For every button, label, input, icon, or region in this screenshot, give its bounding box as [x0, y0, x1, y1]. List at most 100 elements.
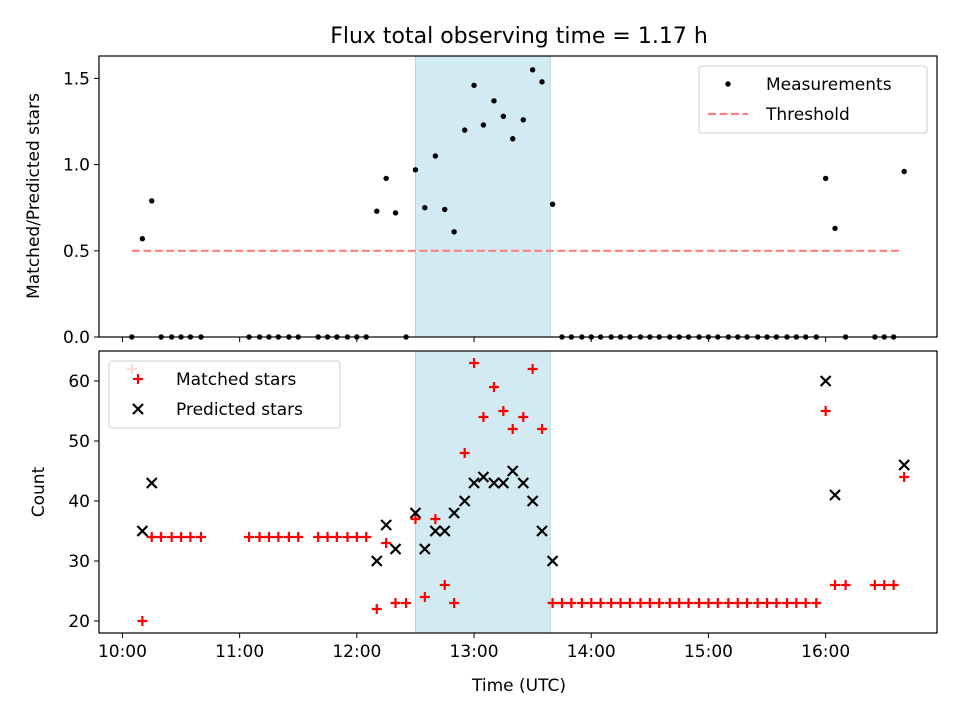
measurement-point [520, 117, 526, 123]
matched-star-marker [752, 598, 763, 608]
top-panel: 0.0 0.5 1.0 1.5 Measurements Threshold [63, 55, 938, 348]
matched-star-marker [781, 598, 792, 608]
matched-star-marker [185, 532, 196, 542]
predicted-star-marker [370, 555, 383, 567]
matched-star-marker [791, 598, 802, 608]
matched-star-marker [800, 598, 811, 608]
matched-star-marker [273, 532, 284, 542]
matched-star-marker [254, 532, 265, 542]
measurement-point [149, 198, 155, 204]
matched-star-marker [390, 598, 401, 608]
matched-star-marker [635, 598, 646, 608]
matched-star-marker [488, 382, 499, 392]
predicted-star-marker [829, 489, 841, 501]
matched-star-marker [518, 412, 529, 422]
predicted-star-marker [429, 525, 442, 537]
predicted-star-marker [477, 471, 490, 483]
y-tick-label: 1.5 [63, 69, 90, 89]
measurement-point [461, 127, 468, 133]
matched-star-marker [322, 532, 333, 542]
matched-star-marker [527, 364, 538, 374]
axes-frame [98, 350, 938, 634]
predicted-star-marker [409, 507, 422, 519]
matched-star-marker [566, 598, 577, 608]
predicted-star-marker [389, 543, 402, 555]
predicted-star-marker [536, 525, 548, 537]
matched-star-marker [742, 598, 753, 608]
measurement-point [471, 82, 477, 89]
x-tick-label: 16:00 [801, 642, 850, 662]
legend-matched-marker [133, 374, 143, 384]
matched-star-marker [351, 532, 362, 542]
measurement-point [451, 229, 457, 235]
matched-star-marker [537, 424, 548, 434]
measurement-point [422, 205, 428, 211]
highlight-span [414, 350, 551, 634]
matched-star-marker [674, 598, 685, 608]
measurement-point [491, 98, 497, 104]
matched-star-marker [879, 580, 890, 590]
matched-star-marker [293, 532, 304, 542]
predicted-star-marker [819, 375, 832, 387]
matched-star-marker [283, 532, 294, 542]
matched-star-marker [723, 598, 734, 608]
legend-label: Measurements [766, 75, 892, 95]
axes-frame [98, 55, 938, 338]
matched-star-marker [683, 598, 694, 608]
matched-star-marker [419, 592, 430, 602]
predicted-star-marker [546, 555, 559, 567]
legend-label: Predicted stars [176, 400, 303, 420]
matched-star-marker [410, 514, 421, 524]
measurement-point [539, 79, 545, 85]
measurement-point [139, 236, 146, 242]
matched-star-marker [694, 598, 705, 608]
matched-star-marker [869, 580, 880, 590]
measurement-point [412, 167, 419, 173]
predicted-star-marker [458, 495, 471, 507]
matched-star-marker [899, 472, 910, 482]
bottom-panel: 20 30 40 50 60 10:00 11:00 12:00 13:00 14:00 15:00… [68, 350, 938, 662]
matched-star-marker [401, 598, 412, 608]
matched-star-marker [654, 598, 665, 608]
matched-star-marker [732, 598, 743, 608]
measurement-point [500, 113, 507, 120]
predicted-star-marker [419, 543, 431, 555]
matched-star-marker [498, 406, 509, 416]
measurement-point [392, 210, 399, 216]
matched-star-marker [624, 598, 635, 608]
measurement-point [510, 136, 516, 142]
matched-star-marker [313, 532, 324, 542]
predicted-star-marker [898, 459, 910, 471]
x-tick-label: 12:00 [332, 642, 381, 662]
legend-box [108, 360, 341, 429]
y-tick-label: 0.5 [63, 242, 90, 262]
matched-star-marker [361, 532, 372, 542]
predicted-star-marker [380, 519, 392, 531]
measurement-point [529, 67, 536, 73]
y-tick-label: 60 [68, 372, 90, 392]
legend-label: Threshold [765, 105, 850, 125]
legend-box [698, 65, 928, 134]
matched-star-marker [146, 532, 157, 542]
matched-star-marker [263, 532, 274, 542]
matched-star-marker [595, 598, 606, 608]
matched-star-marker [712, 598, 723, 608]
matched-star-marker [478, 412, 489, 422]
x-tick-label: 14:00 [567, 642, 616, 662]
y-tick-label: 40 [68, 492, 90, 512]
matched-star-marker [244, 532, 255, 542]
matched-star-marker [615, 598, 626, 608]
measurement-point [832, 225, 838, 232]
matched-star-marker [507, 424, 518, 434]
legend-label: Matched stars [176, 370, 296, 390]
matched-star-marker [469, 358, 480, 368]
matched-star-marker [606, 598, 617, 608]
bottom-y-axis-label: Count [29, 466, 49, 517]
matched-star-marker [830, 580, 841, 590]
matched-star-marker [331, 532, 342, 542]
x-tick-label: 11:00 [215, 642, 264, 662]
matched-star-marker [762, 598, 773, 608]
matched-star-marker [439, 580, 450, 590]
measurement-point [383, 175, 389, 182]
